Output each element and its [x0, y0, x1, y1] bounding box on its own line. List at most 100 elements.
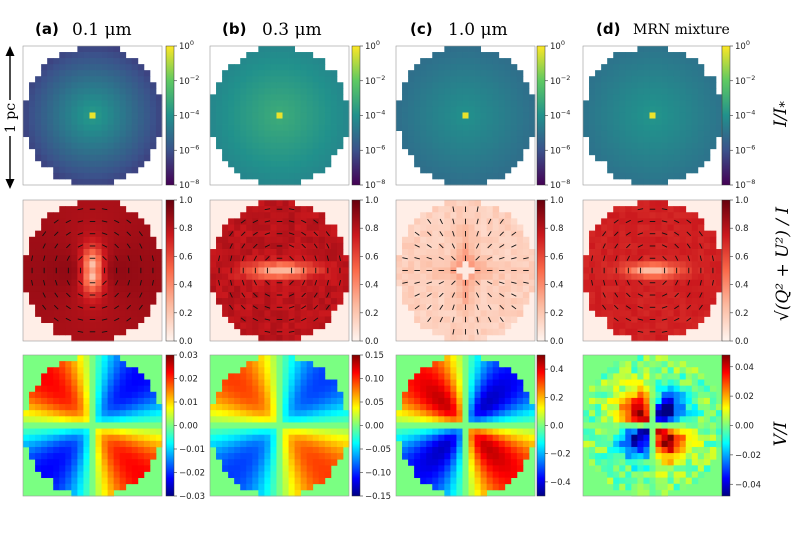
- polarization-vector: [487, 304, 492, 310]
- polarization-vector: [661, 318, 668, 321]
- colorbar-tick-label: 1.0: [179, 196, 193, 206]
- polarization-vector: [302, 255, 306, 261]
- colorbar-tick-label: 0.4: [550, 281, 564, 291]
- polarization-vector: [426, 256, 432, 260]
- colorbar-tick-label: 1.0: [550, 196, 564, 206]
- colorbar-tick-label: 0.2: [365, 309, 379, 319]
- colorbar-tick-label: 0.8: [550, 224, 564, 234]
- polarization-vector: [487, 281, 493, 285]
- polarization-vector: [451, 280, 456, 286]
- polarization-vector: [699, 255, 702, 262]
- row-label-polarization: √(Q² + U²) / I: [773, 207, 793, 322]
- polarization-vector: [603, 279, 606, 286]
- colorbar-tick-label: 10−4: [735, 109, 755, 122]
- colorbar-tick-label: 0.00: [735, 422, 754, 432]
- polarization-vector: [240, 317, 246, 322]
- polarization-vector: [253, 292, 258, 298]
- polarization-vector: [241, 243, 246, 249]
- polarization-vector: [139, 255, 142, 262]
- polarization-vector: [699, 292, 703, 298]
- polarization-vector: [674, 243, 679, 249]
- polarization-vector: [114, 305, 120, 310]
- colorbar-tick-label: 10−4: [365, 109, 385, 122]
- polarization-vector: [31, 255, 34, 262]
- polarization-vector: [661, 244, 668, 248]
- polarization-vector: [241, 292, 246, 298]
- polarization-vector: [289, 255, 294, 261]
- polarization-vector: [661, 208, 668, 211]
- polarization-vector: [626, 292, 631, 298]
- polarization-vector: [289, 280, 294, 286]
- polarization-vector: [54, 280, 58, 286]
- polarization-vector: [438, 256, 444, 260]
- polarization-vector: [711, 255, 714, 262]
- polarization-vector: [452, 230, 455, 237]
- polarization-vector: [475, 280, 480, 286]
- polarization-vector: [302, 280, 306, 286]
- polarization-vector: [43, 255, 46, 262]
- polarization-vector: [476, 304, 479, 311]
- polarization-vector: [452, 206, 455, 212]
- polarization-vector: [675, 280, 679, 286]
- polarization-vector: [626, 280, 630, 286]
- polarization-vector: [229, 243, 233, 249]
- polarization-vector: [426, 231, 432, 236]
- colorbar-tick-label: 100: [179, 39, 194, 52]
- colorbar-tick-label: 0.00: [365, 422, 384, 432]
- colorbar: [537, 355, 545, 496]
- polarization-vector: [102, 255, 107, 261]
- polarization-vector: [31, 279, 34, 286]
- colorbar-tick-label: 100: [365, 39, 380, 52]
- polarization-vector: [42, 243, 46, 249]
- polarization-vector: [101, 220, 108, 223]
- colorbar: [166, 46, 174, 185]
- header-tag-c: (c): [410, 20, 433, 38]
- colorbar: [352, 46, 360, 185]
- colorbar-tick-label: 0.0: [735, 337, 749, 347]
- header-tag-a: (a): [35, 20, 59, 38]
- colorbar: [166, 355, 174, 496]
- polarization-vector: [77, 208, 84, 211]
- colorbar-tick-label: 0.6: [365, 252, 379, 262]
- polarization-vector: [301, 243, 306, 249]
- row-label-circular: V/I: [771, 421, 791, 446]
- polarization-vector: [77, 305, 84, 309]
- polarization-vector: [127, 280, 131, 286]
- colorbar-tick-label: 0.6: [735, 252, 749, 262]
- panel-b-intensity: 100 10−2 10−4 10−6 10−8: [209, 39, 385, 191]
- polarization-vector: [65, 219, 71, 224]
- polarization-vector: [66, 243, 71, 249]
- polarization-vector: [488, 218, 492, 225]
- polarization-vector: [114, 317, 120, 322]
- polarization-vector: [314, 255, 318, 261]
- polarization-vector: [476, 218, 479, 225]
- polarization-vector: [115, 255, 119, 261]
- polarization-vector: [675, 255, 679, 261]
- polarization-vector: [240, 231, 246, 236]
- polarization-vector: [301, 305, 307, 310]
- colorbar-tick-label: 10−2: [550, 74, 570, 87]
- polarization-vector: [698, 231, 703, 237]
- colorbar-tick-label: 100: [550, 39, 565, 52]
- colorbar-tick-label: 0.01: [179, 398, 198, 408]
- polarization-vector: [511, 244, 517, 248]
- colorbar: [722, 46, 730, 185]
- polarization-vector: [252, 305, 258, 310]
- polarization-vector: [138, 231, 143, 237]
- colorbar-tick-label: 10−8: [735, 178, 755, 191]
- polarization-vector: [77, 244, 84, 248]
- polarization-vector: [252, 317, 258, 322]
- colorbar-tick-label: −0.02: [735, 451, 761, 461]
- colorbar-tick-label: 0.04: [735, 363, 754, 373]
- polarization-vector: [77, 293, 84, 297]
- polarization-vector: [661, 232, 668, 236]
- polarization-vector: [614, 292, 619, 298]
- header-tag-d: (d): [596, 20, 620, 38]
- polarization-vector: [499, 281, 505, 285]
- polarization-vector: [253, 243, 258, 249]
- polarization-vector: [499, 256, 505, 260]
- polarization-vector: [439, 292, 444, 298]
- polarization-vector: [602, 304, 607, 310]
- polarization-vector: [674, 317, 680, 322]
